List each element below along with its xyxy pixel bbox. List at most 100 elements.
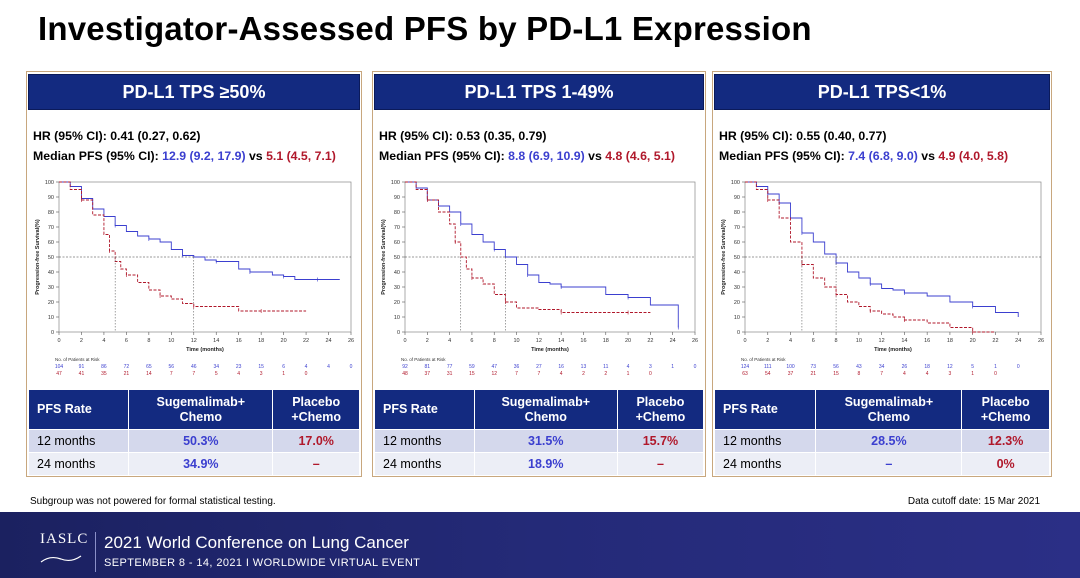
iaslc-logo: IASLC [40, 531, 89, 547]
x-tick-label: 14 [213, 338, 219, 344]
km-curve-sugemalimab [59, 181, 340, 280]
y-tick-label: 70 [734, 225, 740, 231]
sugemalimab-rate: 50.3% [128, 429, 274, 453]
hazard-ratio: HR (95% CI): 0.53 (0.35, 0.79) [379, 129, 547, 143]
median-vs: vs [245, 149, 267, 163]
y-tick-label: 100 [45, 180, 54, 186]
risk-count: 37 [788, 371, 794, 377]
page-title: Investigator-Assessed PFS by PD-L1 Expre… [38, 10, 812, 47]
y-tick-label: 20 [394, 300, 400, 306]
risk-count: 1 [971, 371, 974, 377]
header-placebo: Placebo +Chemo [961, 389, 1050, 430]
median-vs: vs [584, 149, 606, 163]
y-axis-label: Progression-free Survival(%) [721, 219, 727, 295]
median-label: Median PFS (95% CI): [379, 149, 509, 163]
risk-count: 86 [101, 364, 107, 370]
placebo-rate: – [272, 452, 360, 476]
x-tick-label: 8 [835, 338, 838, 344]
median-pfs: Median PFS (95% CI): 7.4 (6.8, 9.0) vs 4… [719, 146, 1008, 166]
x-tick-label: 26 [348, 338, 354, 344]
x-tick-label: 4 [789, 338, 792, 344]
risk-count: 34 [879, 364, 885, 370]
risk-count: 36 [514, 364, 520, 370]
risk-count: 63 [742, 371, 748, 377]
risk-count: 0 [305, 371, 308, 377]
row-label: 12 months [713, 429, 817, 453]
x-tick-label: 0 [57, 338, 60, 344]
risk-count: 46 [191, 364, 197, 370]
pfs-rate-table: PFS Rate Sugemalimab+ Chemo Placebo +Che… [713, 389, 1050, 476]
pfs-rate-table: PFS Rate Sugemalimab+ Chemo Placebo +Che… [27, 389, 360, 476]
x-tick-label: 6 [125, 338, 128, 344]
risk-count: 15 [833, 371, 839, 377]
x-tick-label: 0 [743, 338, 746, 344]
median-vs: vs [917, 149, 939, 163]
x-tick-label: 16 [580, 338, 586, 344]
x-tick-label: 8 [493, 338, 496, 344]
risk-count: 15 [469, 371, 475, 377]
panel-tps-1-49: PD-L1 TPS 1-49% HR (95% CI): 0.53 (0.35,… [372, 71, 706, 477]
risk-count: 41 [79, 371, 85, 377]
risk-count: 1 [627, 371, 630, 377]
y-tick-label: 10 [394, 315, 400, 321]
row-label: 24 months [27, 452, 130, 476]
risk-count: 111 [764, 364, 772, 370]
risk-table-label: No. of Patients at Risk [741, 357, 786, 362]
panel-header: PD-L1 TPS<1% [714, 74, 1050, 110]
header-pfs-rate: PFS Rate [27, 389, 130, 430]
x-tick-label: 0 [403, 338, 406, 344]
pfs-rate-table: PFS Rate Sugemalimab+ Chemo Placebo +Che… [374, 389, 705, 476]
conference-title: 2021 World Conference on Lung Cancer [104, 533, 409, 552]
risk-count: 11 [603, 364, 608, 370]
y-tick-label: 0 [51, 330, 54, 336]
x-axis-label: Time (months) [186, 347, 224, 353]
placebo-rate: 15.7% [616, 429, 705, 453]
y-tick-label: 80 [394, 210, 400, 216]
risk-count: 12 [491, 371, 497, 377]
risk-count: 4 [305, 364, 308, 370]
median-label: Median PFS (95% CI): [719, 149, 849, 163]
sugemalimab-rate: 34.9% [128, 452, 274, 476]
risk-count: 124 [741, 364, 750, 370]
x-tick-label: 2 [80, 338, 83, 344]
table-row: 12 months 31.5% 15.7% [374, 429, 705, 453]
risk-count: 47 [491, 364, 497, 370]
risk-count: 104 [55, 364, 64, 370]
risk-count: 21 [811, 371, 817, 377]
header-pfs-rate: PFS Rate [374, 389, 475, 430]
risk-count: 27 [536, 364, 542, 370]
x-tick-label: 10 [856, 338, 862, 344]
risk-count: 56 [833, 364, 839, 370]
sugemalimab-rate: 28.5% [815, 429, 963, 453]
risk-count: 3 [649, 364, 652, 370]
risk-count: 37 [425, 371, 431, 377]
risk-count: 0 [1017, 364, 1020, 370]
y-tick-label: 0 [737, 330, 740, 336]
median-placebo: 5.1 (4.5, 7.1) [266, 149, 336, 163]
y-tick-label: 20 [734, 300, 740, 306]
risk-count: 34 [213, 364, 219, 370]
stats-block: HR (95% CI): 0.53 (0.35, 0.79) Median PF… [379, 126, 675, 166]
km-chart: 0 10 20 30 40 50 60 70 80 90 100 0 2 4 6 8 10 12 14 16 18 20 2… [29, 176, 359, 390]
header-pfs-rate: PFS Rate [713, 389, 817, 430]
y-tick-label: 30 [734, 285, 740, 291]
sugemalimab-rate: 18.9% [473, 452, 618, 476]
hazard-ratio: HR (95% CI): 0.55 (0.40, 0.77) [719, 129, 887, 143]
risk-count: 1 [671, 364, 674, 370]
risk-count: 4 [237, 371, 240, 377]
footnote: Subgroup was not powered for formal stat… [30, 496, 276, 507]
risk-count: 5 [971, 364, 974, 370]
x-axis-label: Time (months) [874, 347, 912, 353]
median-sugemalimab: 7.4 (6.8, 9.0) [848, 149, 918, 163]
risk-count: 13 [581, 364, 587, 370]
risk-count: 4 [327, 364, 330, 370]
risk-count: 5 [215, 371, 218, 377]
y-tick-label: 30 [48, 285, 54, 291]
median-placebo: 4.8 (4.6, 5.1) [605, 149, 675, 163]
risk-count: 4 [560, 371, 563, 377]
km-curve-placebo [405, 181, 651, 313]
header-placebo: Placebo +Chemo [616, 389, 705, 430]
y-tick-label: 50 [48, 255, 54, 261]
x-tick-label: 18 [947, 338, 953, 344]
